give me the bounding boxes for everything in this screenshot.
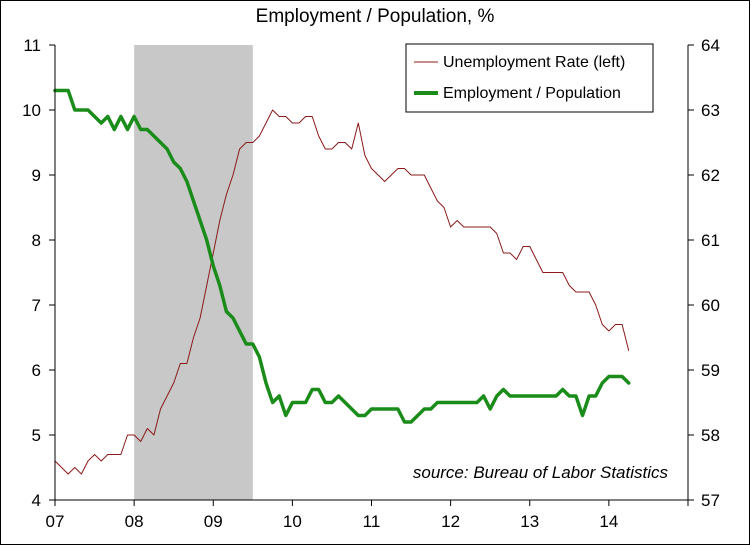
y-left-tick-label: 11 bbox=[23, 36, 41, 55]
legend: Unemployment Rate (left) Employment / Po… bbox=[405, 43, 654, 113]
y-right-tick-label: 59 bbox=[701, 361, 720, 380]
series-layer bbox=[53, 88, 631, 475]
recession-shading-layer bbox=[134, 45, 253, 500]
y-left-tick-label: 9 bbox=[32, 166, 41, 185]
recession-shading bbox=[134, 45, 253, 500]
y-left-tick-layer: 4 5 6 7 8 9 10 11 bbox=[22, 36, 55, 510]
y-right-tick-layer: 57 58 59 60 61 62 63 64 bbox=[688, 36, 720, 510]
y-right-tick-label: 60 bbox=[701, 296, 720, 315]
y-right-tick-label: 57 bbox=[701, 491, 720, 510]
legend-label-employment: Employment / Population bbox=[443, 85, 621, 102]
x-tick-label: 09 bbox=[204, 512, 223, 531]
y-left-tick-label: 10 bbox=[22, 101, 41, 120]
x-tick-layer: 07 08 09 10 11 12 13 14 bbox=[46, 500, 689, 531]
x-tick-label: 14 bbox=[599, 512, 618, 531]
series-line-unemployment bbox=[54, 109, 630, 475]
y-left-tick-label: 4 bbox=[32, 491, 41, 510]
y-right-tick-label: 62 bbox=[701, 166, 720, 185]
series-line-employment bbox=[53, 88, 631, 424]
source-annotation: source: Bureau of Labor Statistics bbox=[413, 463, 669, 482]
y-right-tick-label: 58 bbox=[701, 426, 720, 445]
y-left-tick-label: 7 bbox=[32, 296, 41, 315]
y-right-tick-label: 64 bbox=[701, 36, 720, 55]
y-left-tick-label: 6 bbox=[32, 361, 41, 380]
x-tick-label: 07 bbox=[46, 512, 65, 531]
x-tick-label: 13 bbox=[520, 512, 539, 531]
legend-box bbox=[405, 43, 654, 113]
y-left-tick-label: 8 bbox=[32, 231, 41, 250]
x-tick-label: 10 bbox=[283, 512, 302, 531]
y-right-tick-label: 63 bbox=[701, 101, 720, 120]
chart-title: Employment / Population, % bbox=[256, 6, 495, 27]
y-right-tick-label: 61 bbox=[701, 231, 720, 250]
x-tick-label: 11 bbox=[363, 512, 381, 531]
legend-label-unemployment: Unemployment Rate (left) bbox=[443, 54, 625, 71]
x-tick-label: 08 bbox=[125, 512, 144, 531]
x-tick-label: 12 bbox=[441, 512, 460, 531]
y-left-tick-label: 5 bbox=[32, 426, 41, 445]
